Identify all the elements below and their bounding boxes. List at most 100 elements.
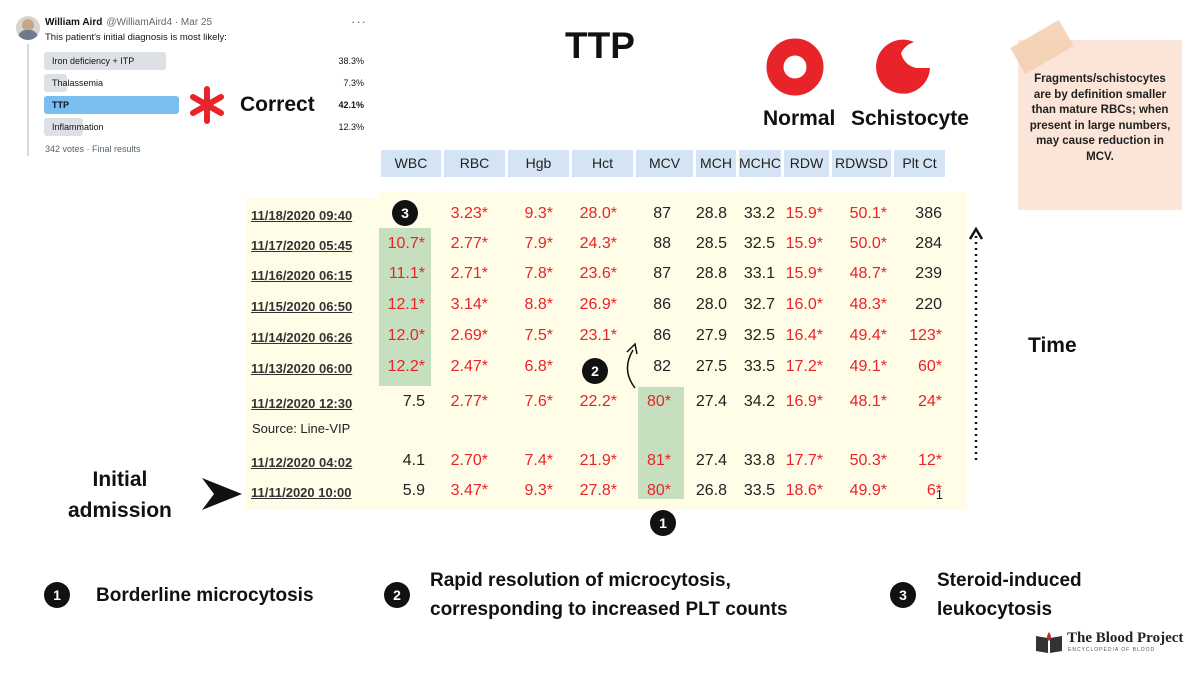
author-handle: @WilliamAird4 · Mar 25 (106, 17, 213, 28)
table-cell: 27.4 (695, 393, 727, 410)
table-cell: 28.8 (695, 205, 727, 222)
column-header[interactable]: Plt Ct (894, 150, 945, 177)
table-cell: 33.5 (743, 358, 775, 375)
column-header[interactable]: Hgb (508, 150, 569, 177)
table-cell: 16.0* (785, 296, 823, 313)
row-date[interactable]: 11/13/2020 06:00 (251, 361, 353, 376)
row-date[interactable]: 11/15/2020 06:50 (251, 299, 353, 314)
poll-option-percent: 12.3% (338, 122, 364, 132)
poll-option-label: Thalassemia (52, 78, 104, 88)
table-cell: 33.5 (743, 482, 775, 499)
poll-option-label: Iron deficiency + ITP (52, 56, 135, 66)
table-cell: 15.9* (785, 235, 823, 252)
table-cell: 87 (653, 205, 671, 222)
table-cell: 16.9* (785, 393, 823, 410)
time-arrow-icon (968, 226, 984, 464)
table-cell: 5.9 (402, 482, 425, 499)
row-date[interactable]: 11/14/2020 06:26 (251, 330, 353, 345)
author-name[interactable]: William Aird (45, 17, 103, 28)
table-cell: 22.2* (579, 393, 617, 410)
column-header[interactable]: MCV (636, 150, 693, 177)
table-cell: 3.47* (450, 482, 488, 499)
poll-card: William Aird @WilliamAird4 · Mar 25 ··· T… (10, 10, 380, 170)
table-cell: 17.2* (785, 358, 823, 375)
poll-question: This patient's initial diagnosis is most… (45, 32, 227, 43)
thread-line (27, 44, 29, 156)
table-cell: 86 (653, 327, 671, 344)
table-cell: 2.47* (450, 358, 488, 375)
legend-text-1: Borderline microcytosis (96, 585, 314, 606)
poll-option-winner: TTP 42.1% (44, 96, 364, 114)
lab-results-table: WBC RBC Hgb Hct MCV MCH MCHC RDW RDWSD Plt Ct 11/1… (245, 146, 967, 536)
table-cell: 28.0 (695, 296, 727, 313)
table-cell: 50.0* (849, 235, 887, 252)
table-cell: 48.7* (849, 265, 887, 282)
poll-option-bar (44, 118, 83, 136)
initial-admission-label: Initial admission (68, 464, 172, 526)
column-header[interactable]: MCHC (739, 150, 781, 177)
row-date[interactable]: 11/12/2020 12:30 (251, 396, 353, 411)
table-cell: 33.8 (743, 452, 775, 469)
table-cell: 50.3* (849, 452, 887, 469)
table-cell: 8.8* (524, 296, 553, 313)
legend-marker-1: 1 (44, 582, 70, 608)
table-cell: 7.8* (524, 265, 553, 282)
avatar[interactable] (16, 16, 40, 40)
row-date[interactable]: 11/11/2020 10:00 (251, 485, 352, 500)
more-options-icon[interactable]: ··· (351, 14, 367, 29)
schistocyte-icon (876, 39, 930, 94)
table-cell: 12.2* (387, 358, 425, 375)
blood-project-logo[interactable]: The Blood Project ENCYCLOPEDIA OF BLOOD (1035, 628, 1195, 658)
table-cell: 2.71* (450, 265, 488, 282)
table-cell: 284 (915, 235, 942, 252)
normal-rbc-icon (766, 38, 824, 96)
legend-text-3: Steroid-induced leukocytosis (937, 566, 1082, 624)
poll-option: Inflammation 12.3% (44, 118, 364, 136)
column-header[interactable]: RDW (784, 150, 829, 177)
column-header[interactable]: Hct (572, 150, 633, 177)
table-cell: 32.5 (743, 327, 775, 344)
table-cell: 15.9* (785, 265, 823, 282)
row-date[interactable]: 11/18/2020 09:40 (251, 208, 353, 223)
table-cell: 7.5* (524, 327, 553, 344)
row-date[interactable]: 11/17/2020 05:45 (251, 238, 353, 253)
table-cell: 49.1* (849, 358, 887, 375)
legend-text-2-line1: Rapid resolution of microcytosis, (430, 570, 731, 591)
row-date[interactable]: 11/12/2020 04:02 (251, 455, 353, 470)
table-cell: 24.3* (579, 235, 617, 252)
initial-admission-line2: admission (68, 499, 172, 522)
column-header[interactable]: RBC (444, 150, 505, 177)
page-title: TTP (565, 25, 635, 66)
table-cell: 9.3* (524, 482, 553, 499)
legend-marker-2: 2 (384, 582, 410, 608)
table-cell: 28.0* (579, 205, 617, 222)
table-cell: 26.9* (579, 296, 617, 313)
table-cell: 48.1* (849, 393, 887, 410)
table-cell: 23.6* (579, 265, 617, 282)
poll-author[interactable]: William Aird @WilliamAird4 · Mar 25 (45, 17, 212, 28)
legend-text-3-line2: leukocytosis (937, 599, 1053, 620)
table-cell: 88 (653, 235, 671, 252)
column-header[interactable]: WBC (381, 150, 441, 177)
curved-arrow-icon (626, 342, 638, 389)
table-cell: 220 (915, 296, 942, 313)
table-cell: 7.9* (524, 235, 553, 252)
column-header[interactable]: MCH (696, 150, 736, 177)
table-cell: 12* (917, 452, 942, 469)
table-cell: 17.7* (785, 452, 823, 469)
row-date[interactable]: 11/16/2020 06:15 (251, 268, 353, 283)
poll-option-label: Inflammation (52, 122, 104, 132)
column-header[interactable]: RDWSD (832, 150, 891, 177)
table-cell: 24* (917, 393, 942, 410)
table-cell: 15.9* (785, 205, 823, 222)
correct-label: Correct (240, 93, 315, 116)
book-icon (1036, 632, 1062, 653)
table-cell: 60* (917, 358, 942, 375)
table-cell: 7.6* (524, 393, 553, 410)
table-cell: 12.0* (387, 327, 425, 344)
table-cell: 2.77* (450, 235, 488, 252)
table-cell: 7.5 (402, 393, 425, 410)
table-cell: 123* (909, 327, 942, 344)
schistocyte-label: Schistocyte (851, 107, 969, 130)
table-cell: 48.3* (849, 296, 887, 313)
